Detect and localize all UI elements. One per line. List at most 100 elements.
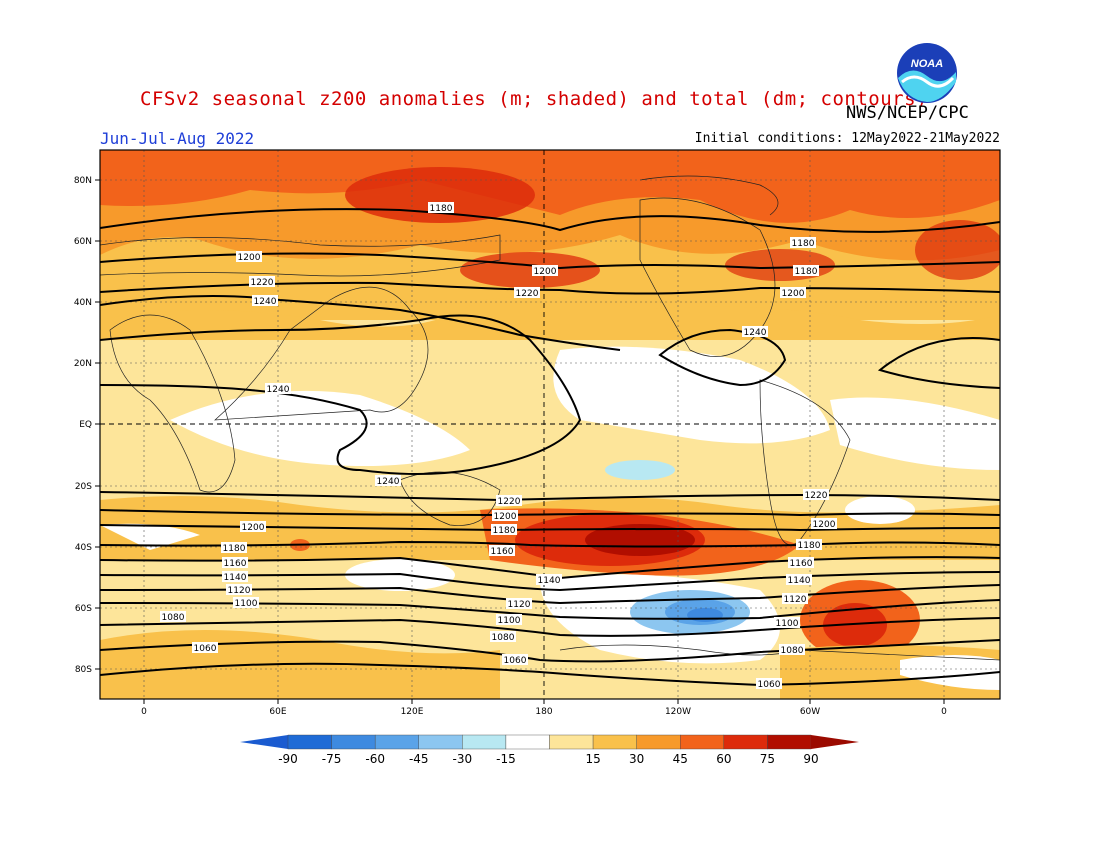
contour-label: 1200 — [240, 521, 266, 533]
colorbar-label: -30 — [453, 752, 473, 766]
svg-text:1240: 1240 — [254, 297, 277, 307]
svg-text:1160: 1160 — [224, 559, 247, 569]
contour-label: 1240 — [375, 475, 401, 487]
svg-text:1180: 1180 — [223, 544, 246, 554]
contour-labels: 1180 1200 1220 1240 1180 1200 1220 1240 … — [160, 202, 837, 690]
svg-text:1240: 1240 — [267, 385, 290, 395]
svg-text:1080: 1080 — [492, 633, 515, 643]
svg-text:1140: 1140 — [224, 573, 247, 583]
contour-label: 1180 — [790, 237, 816, 249]
svg-text:1220: 1220 — [498, 497, 521, 507]
lon-tick-label: 120W — [665, 707, 691, 717]
colorbar-label: 60 — [716, 752, 731, 766]
lon-tick-label: 60E — [269, 707, 286, 717]
svg-text:1120: 1120 — [228, 586, 251, 596]
contour-label: 1100 — [496, 614, 522, 626]
contour-label: 1140 — [536, 574, 562, 586]
colorbar-label: -90 — [278, 752, 298, 766]
colorbar-cell — [287, 734, 332, 750]
svg-text:1100: 1100 — [498, 616, 521, 626]
contour-label: 1060 — [756, 678, 782, 690]
colorbar-cell — [462, 734, 507, 750]
contour-label: 1200 — [492, 510, 518, 522]
svg-text:1180: 1180 — [430, 204, 453, 214]
lon-tick-label: 60W — [800, 707, 820, 717]
svg-text:1080: 1080 — [781, 646, 804, 656]
colorbar-cell — [767, 734, 812, 750]
lat-tick-label: 40S — [75, 543, 92, 553]
agency-label: NWS/NCEP/CPC — [846, 103, 969, 123]
contour-label: 1140 — [222, 571, 248, 583]
contour-label: 1200 — [236, 251, 262, 263]
contour-label: 1180 — [221, 542, 247, 554]
colorbar-cell — [374, 734, 419, 750]
lat-axis — [95, 179, 100, 670]
lat-labels: 80N 60N 40N 20N EQ 20S 40S 60S 80S — [74, 176, 92, 675]
contour-label: 1180 — [796, 539, 822, 551]
contour-label: 1100 — [233, 597, 259, 609]
svg-text:NOAA: NOAA — [911, 58, 943, 70]
contour-label: 1080 — [779, 644, 805, 656]
contour-label: 1240 — [252, 295, 278, 307]
initial-conditions-label: Initial conditions: 12May2022-21May2022 — [694, 131, 1000, 146]
lon-tick-label: 180 — [535, 707, 552, 717]
svg-text:1060: 1060 — [194, 644, 217, 654]
colorbar-label: 45 — [673, 752, 688, 766]
lat-tick-label: 80N — [74, 176, 92, 186]
contour-label: 1200 — [532, 265, 558, 277]
svg-text:1220: 1220 — [251, 278, 274, 288]
contour-label: 1160 — [788, 557, 814, 569]
contour-label: 1080 — [490, 631, 516, 643]
svg-text:1200: 1200 — [238, 253, 261, 263]
svg-text:1140: 1140 — [538, 576, 561, 586]
colorbar-label: 90 — [803, 752, 818, 766]
svg-text:1200: 1200 — [242, 523, 265, 533]
colorbar-cell — [636, 734, 681, 750]
contour-label: 1100 — [774, 617, 800, 629]
colorbar-above-arrow — [811, 735, 859, 749]
contour-label: 1060 — [502, 654, 528, 666]
lat-tick-label: 40N — [74, 298, 92, 308]
colorbar-cell — [723, 734, 768, 750]
contour-label: 1200 — [780, 287, 806, 299]
svg-text:1160: 1160 — [491, 547, 514, 557]
lat-tick-label: 60N — [74, 237, 92, 247]
lon-axis — [143, 699, 945, 704]
lat-tick-label: 20N — [74, 359, 92, 369]
lon-tick-label: 120E — [401, 707, 424, 717]
contour-label: 1120 — [782, 593, 808, 605]
svg-text:1060: 1060 — [758, 680, 781, 690]
svg-text:1200: 1200 — [782, 289, 805, 299]
colorbar-label: 30 — [629, 752, 644, 766]
svg-text:1120: 1120 — [784, 595, 807, 605]
svg-text:1160: 1160 — [790, 559, 813, 569]
colorbar-label: 15 — [585, 752, 600, 766]
equator-dateline — [100, 150, 1000, 699]
chart-title: CFSv2 seasonal z200 anomalies (m; shaded… — [140, 88, 928, 110]
colorbar-cell — [418, 734, 463, 750]
contour-label: 1180 — [428, 202, 454, 214]
lat-tick-label: 20S — [75, 482, 92, 492]
height-contours — [100, 208, 1000, 687]
contour-label: 1140 — [786, 574, 812, 586]
colorbar-label: -15 — [496, 752, 516, 766]
contour-label: 1080 — [160, 611, 186, 623]
contour-label: 1220 — [514, 287, 540, 299]
svg-text:1140: 1140 — [788, 576, 811, 586]
colorbar-label: -45 — [409, 752, 429, 766]
colorbar-cell — [331, 734, 376, 750]
colorbar-cell — [680, 734, 725, 750]
lon-labels: 0 60E 120E 180 120W 60W 0 — [141, 707, 947, 717]
colorbar-below-arrow — [240, 735, 288, 749]
contour-label: 1220 — [803, 489, 829, 501]
contour-label: 1120 — [506, 598, 532, 610]
contour-label: 1180 — [491, 524, 517, 536]
lon-tick-label: 0 — [141, 707, 147, 717]
colorbar: -90 -75 -60 -45 -30 -15 15 30 45 60 75 90 — [240, 734, 859, 766]
lat-tick-label: 80S — [75, 665, 92, 675]
contour-label: 1220 — [249, 276, 275, 288]
colorbar-label: -60 — [365, 752, 385, 766]
colorbar-cell — [505, 734, 550, 750]
svg-text:1200: 1200 — [534, 267, 557, 277]
